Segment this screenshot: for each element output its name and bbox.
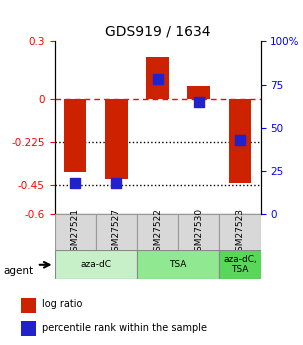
Text: TSA: TSA [169, 260, 187, 269]
FancyBboxPatch shape [96, 214, 137, 252]
FancyBboxPatch shape [219, 214, 261, 252]
Bar [188, 87, 210, 99]
Point [73, 180, 78, 186]
Bar [64, 99, 86, 172]
Text: GSM27521: GSM27521 [71, 208, 80, 257]
Text: GSM27522: GSM27522 [153, 208, 162, 257]
Point [114, 180, 119, 186]
FancyBboxPatch shape [137, 250, 219, 279]
Text: aza-dC,
TSA: aza-dC, TSA [223, 255, 257, 275]
FancyBboxPatch shape [178, 214, 219, 252]
FancyBboxPatch shape [55, 250, 137, 279]
FancyBboxPatch shape [55, 214, 96, 252]
Text: aza-dC: aza-dC [80, 260, 111, 269]
Title: GDS919 / 1634: GDS919 / 1634 [105, 25, 210, 39]
Text: GSM27523: GSM27523 [235, 208, 245, 257]
FancyBboxPatch shape [137, 214, 178, 252]
Text: percentile rank within the sample: percentile rank within the sample [42, 323, 208, 333]
Text: GSM27527: GSM27527 [112, 208, 121, 257]
Text: GSM27530: GSM27530 [194, 208, 203, 257]
Bar [21, 321, 36, 336]
Point [238, 137, 242, 142]
Bar [146, 57, 169, 99]
Text: log ratio: log ratio [42, 299, 83, 309]
Point [196, 99, 201, 105]
Bar [105, 99, 128, 179]
Bar [21, 297, 36, 313]
Point [155, 77, 160, 82]
Text: agent: agent [3, 266, 33, 276]
FancyBboxPatch shape [219, 250, 261, 279]
Bar [229, 99, 251, 183]
